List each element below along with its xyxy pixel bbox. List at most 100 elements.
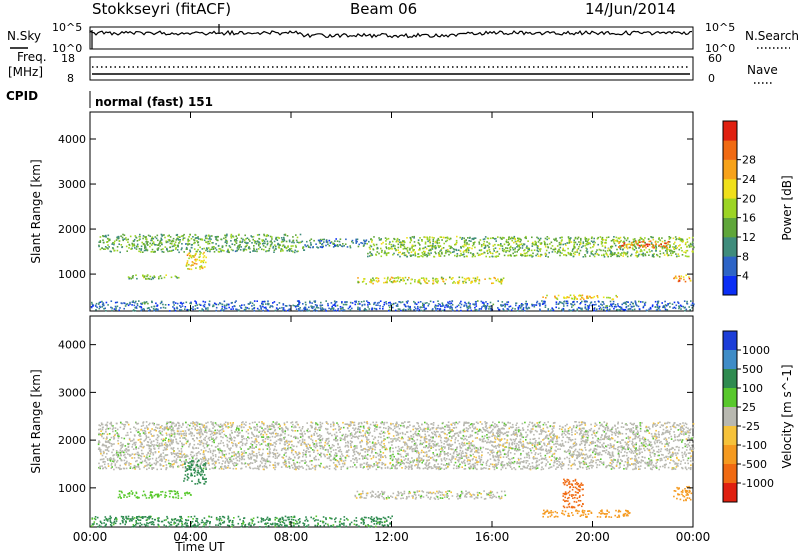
echo-pixel xyxy=(165,432,168,435)
echo-pixel xyxy=(351,441,353,443)
echo-pixel xyxy=(598,308,601,310)
echo-pixel xyxy=(666,442,668,444)
echo-pixel xyxy=(648,254,650,256)
echo-pixel xyxy=(473,279,476,282)
echo-pixel xyxy=(684,243,687,246)
echo-pixel xyxy=(182,239,184,241)
echo-pixel xyxy=(143,302,146,305)
echo-pixel xyxy=(674,236,677,238)
echo-pixel xyxy=(159,275,162,277)
echo-pixel xyxy=(396,280,399,282)
echo-pixel xyxy=(427,426,430,428)
echo-pixel xyxy=(638,451,641,454)
echo-pixel xyxy=(539,242,542,245)
echo-pixel xyxy=(295,452,298,454)
echo-pixel xyxy=(633,422,635,425)
echo-pixel xyxy=(663,438,665,440)
echo-pixel xyxy=(215,243,217,245)
echo-pixel xyxy=(352,449,354,451)
echo-pixel xyxy=(205,261,207,264)
echo-pixel xyxy=(426,255,428,258)
echo-pixel xyxy=(425,422,428,425)
echo-pixel xyxy=(545,255,547,257)
echo-pixel xyxy=(417,256,419,258)
echo-pixel xyxy=(681,441,683,443)
echo-pixel xyxy=(452,448,454,451)
echo-pixel xyxy=(194,241,196,244)
echo-pixel xyxy=(264,463,267,465)
echo-pixel xyxy=(116,246,119,248)
echo-pixel xyxy=(406,237,408,239)
echo-pixel xyxy=(665,249,667,252)
echo-pixel xyxy=(225,244,228,247)
echo-pixel xyxy=(623,251,625,254)
echo-pixel xyxy=(204,237,207,239)
echo-pixel xyxy=(409,254,412,257)
echo-pixel xyxy=(470,240,472,242)
echo-pixel xyxy=(339,437,342,439)
echo-pixel xyxy=(99,450,101,452)
echo-pixel xyxy=(406,246,409,249)
echo-pixel xyxy=(367,252,369,255)
echo-pixel xyxy=(205,256,207,259)
echo-pixel xyxy=(349,434,352,437)
echo-pixel xyxy=(590,459,593,461)
echo-pixel xyxy=(395,281,397,283)
echo-pixel xyxy=(600,308,603,310)
echo-pixel xyxy=(333,242,335,245)
echo-pixel xyxy=(635,302,637,304)
echo-pixel xyxy=(398,239,401,241)
echo-pixel xyxy=(549,243,551,245)
echo-pixel xyxy=(471,423,473,425)
echo-pixel xyxy=(280,248,283,250)
echo-pixel xyxy=(504,303,507,305)
echo-pixel xyxy=(244,444,247,446)
echo-pixel xyxy=(231,441,233,444)
echo-pixel xyxy=(116,236,118,239)
echo-pixel xyxy=(154,308,157,311)
echo-pixel xyxy=(349,301,352,304)
echo-pixel xyxy=(611,252,613,254)
echo-pixel xyxy=(159,240,162,242)
echo-pixel xyxy=(482,305,485,307)
echo-pixel xyxy=(420,309,423,312)
echo-pixel xyxy=(395,305,398,307)
echo-pixel xyxy=(562,464,565,467)
echo-pixel xyxy=(240,246,242,248)
echo-pixel xyxy=(453,250,455,253)
echo-pixel xyxy=(672,307,674,309)
echo-pixel xyxy=(139,233,141,236)
echo-pixel xyxy=(263,233,265,236)
echo-pixel xyxy=(521,461,523,463)
echo-pixel xyxy=(405,455,407,457)
echo-pixel xyxy=(359,466,362,468)
echo-pixel xyxy=(228,251,230,254)
echo-pixel xyxy=(468,240,470,242)
echo-pixel xyxy=(465,239,467,242)
freq-panel-frame xyxy=(89,56,694,81)
echo-pixel xyxy=(513,241,515,244)
echo-pixel xyxy=(568,296,570,299)
echo-pixel xyxy=(334,240,336,242)
echo-pixel xyxy=(99,428,102,430)
echo-pixel xyxy=(159,463,162,465)
echo-pixel xyxy=(583,458,586,461)
echo-pixel xyxy=(494,277,496,280)
echo-pixel xyxy=(404,254,406,257)
echo-pixel xyxy=(142,274,144,277)
echo-pixel xyxy=(145,301,148,303)
echo-pixel xyxy=(164,307,167,309)
echo-pixel xyxy=(580,246,583,249)
echo-pixel xyxy=(551,307,553,309)
echo-pixel xyxy=(437,424,440,427)
echo-pixel xyxy=(159,430,161,432)
echo-pixel xyxy=(216,432,219,434)
echo-pixel xyxy=(383,446,386,449)
echo-pixel xyxy=(463,424,465,427)
echo-pixel xyxy=(478,278,481,281)
echo-pixel xyxy=(611,463,613,465)
echo-pixel xyxy=(274,429,277,431)
echo-pixel xyxy=(533,244,536,246)
echo-pixel xyxy=(521,304,523,306)
echo-pixel xyxy=(609,249,611,251)
